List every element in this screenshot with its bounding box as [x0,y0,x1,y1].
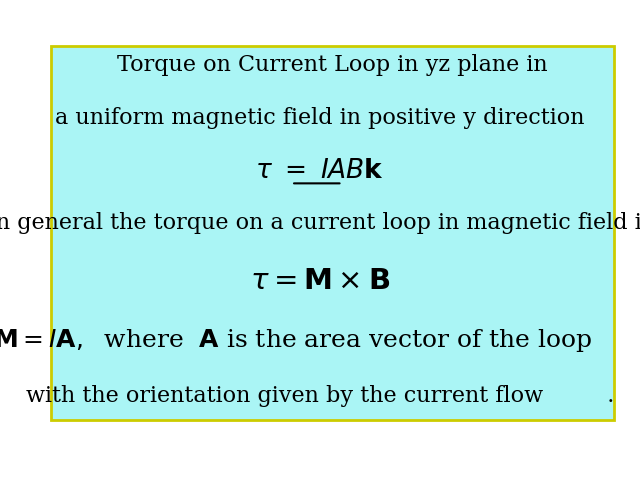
Bar [51,46,614,420]
Text: a uniform magnetic field in positive y direction: a uniform magnetic field in positive y d… [55,107,585,129]
Text: Torque on Current Loop in yz plane in: Torque on Current Loop in yz plane in [118,54,548,76]
Text: with the orientation given by the current flow         .: with the orientation given by the curren… [26,385,614,407]
Text: $\tau$ $=$ $\mathit{IAB}$$\mathbf{k}$: $\tau$ $=$ $\mathit{IAB}$$\mathbf{k}$ [255,158,385,183]
Text: $\mathbf{M}$$= I\mathbf{A},$  where  $\mathbf{A}$ is the area vector of the loop: $\mathbf{M}$$= I\mathbf{A},$ where $\mat… [0,327,640,354]
Text: $\tau = \mathbf{M} \times \mathbf{B}$: $\tau = \mathbf{M} \times \mathbf{B}$ [250,267,390,295]
Text: In general the torque on a current loop in magnetic field is: In general the torque on a current loop … [0,212,640,234]
